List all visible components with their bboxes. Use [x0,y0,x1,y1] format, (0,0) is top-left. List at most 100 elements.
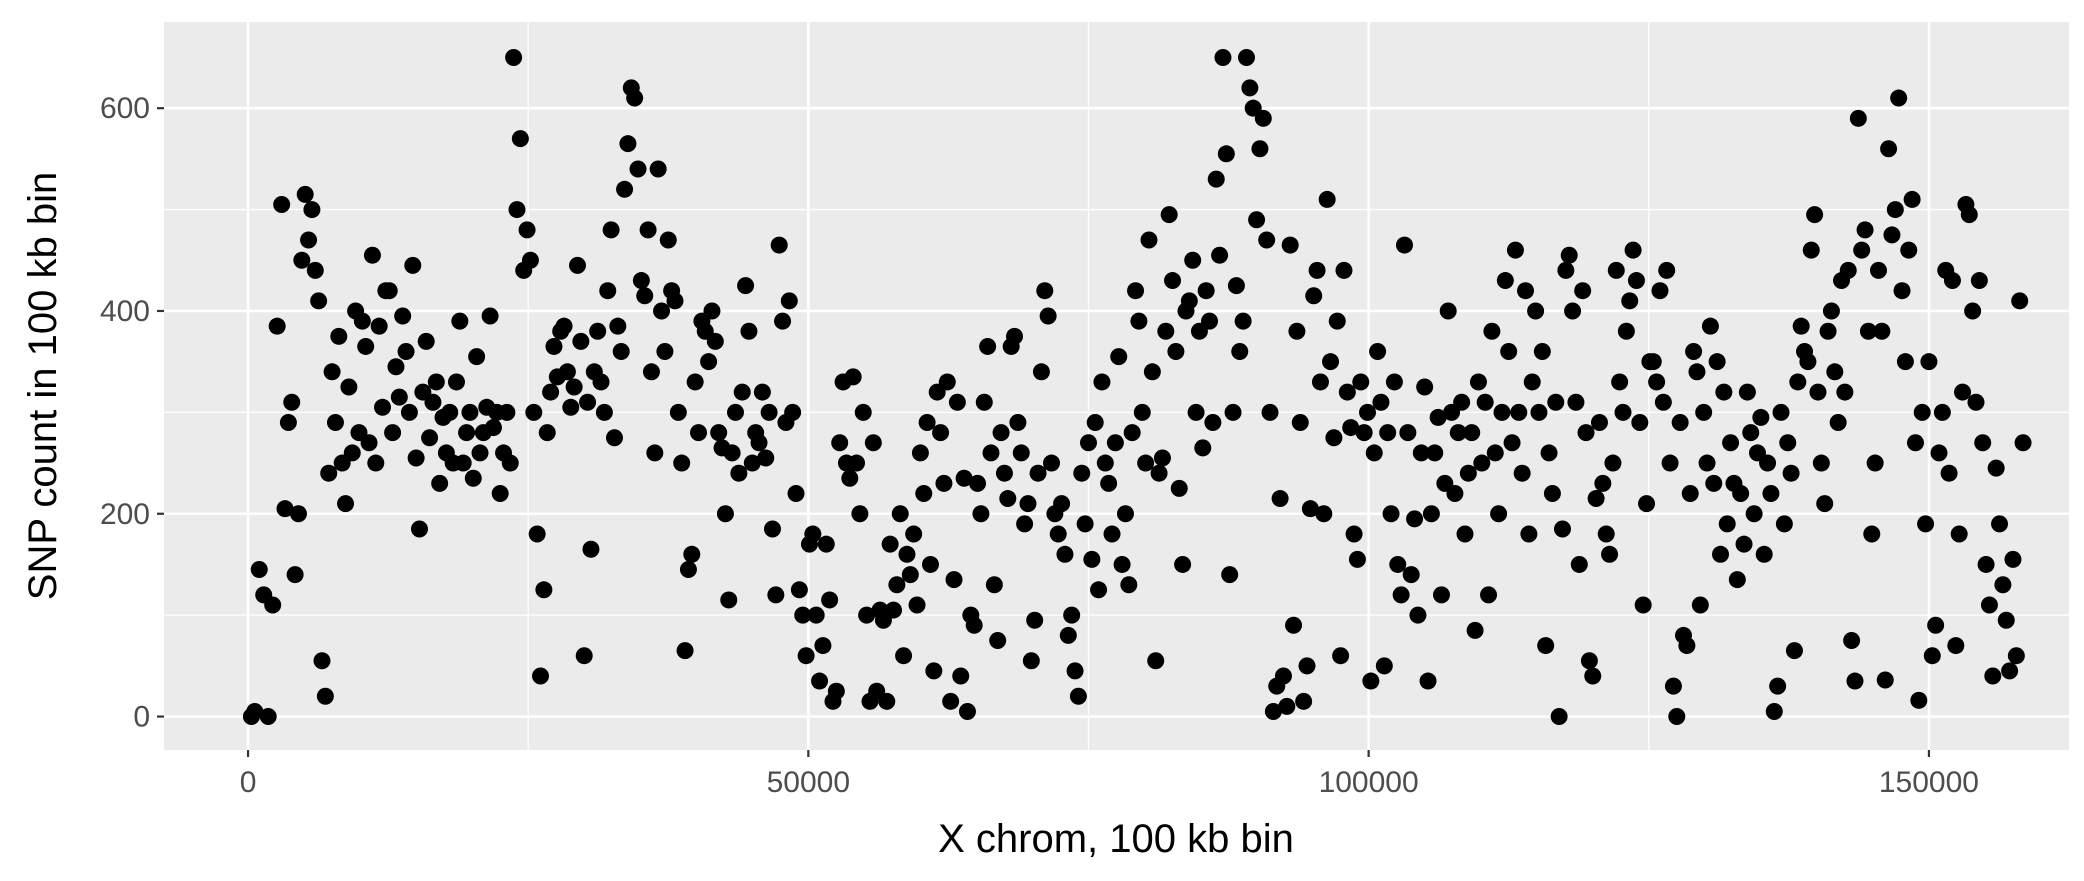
data-point [1214,48,1232,66]
data-point [1315,505,1333,523]
data-point [1644,353,1662,371]
data-point [649,160,667,178]
data-point [1775,515,1793,533]
data-point [1096,454,1114,472]
data-point [1668,708,1686,726]
data-point [1570,555,1588,573]
minor-gridlines [164,22,2069,750]
data-point [491,484,509,502]
data-point [1802,241,1820,259]
data-point [1184,251,1202,269]
data-point [1980,596,1998,614]
data-point [1728,571,1746,589]
data-point [431,474,449,492]
data-point [380,282,398,300]
data-point [1335,261,1353,279]
data-point [1984,667,2002,685]
data-point [646,444,664,462]
data-point [1701,317,1719,335]
data-point [908,596,926,614]
data-point [1150,464,1168,482]
data-point [1960,206,1978,224]
data-point [1264,702,1282,720]
data-point [246,702,264,720]
data-point [1537,637,1555,655]
data-point [397,343,415,361]
data-point [1164,272,1182,290]
data-point [885,601,903,619]
data-point [340,378,358,396]
data-point [1029,464,1047,482]
data-point [1617,322,1635,340]
data-point [1432,586,1450,604]
data-point [1395,236,1413,254]
data-point [955,469,973,487]
data-point [1318,190,1336,208]
data-point [827,682,845,700]
data-point [367,454,385,472]
data-point [1950,525,1968,543]
data-point [471,444,489,462]
data-point [1661,454,1679,472]
data-point [942,692,960,710]
data-point [864,434,882,452]
data-point [538,424,556,442]
data-point [1221,566,1239,584]
data-point [814,637,832,655]
data-point [1997,611,2015,629]
data-point [259,708,277,726]
data-point [1695,403,1713,421]
data-point [562,398,580,416]
data-point [1473,454,1491,472]
data-point [932,424,950,442]
data-point [1604,454,1622,472]
x-axis-ticks: 0 50000 100000 150000 [240,750,1979,799]
data-point [710,424,728,442]
data-point [390,388,408,406]
data-point [1638,495,1656,513]
data-point [1224,403,1242,421]
data-point [1453,393,1471,411]
data-point [1607,261,1625,279]
data-point [958,702,976,720]
data-point [935,474,953,492]
data-point [1234,312,1252,330]
data-point [1016,515,1034,533]
data-point [400,403,418,421]
data-point [1402,566,1420,584]
data-point [1090,581,1108,599]
data-point [582,540,600,558]
data-point [1809,383,1827,401]
data-point [1342,419,1360,437]
data-point [1567,393,1585,411]
data-point [1157,322,1175,340]
data-point [1056,545,1074,563]
y-tick-label: 0 [133,701,150,734]
data-point [1076,515,1094,533]
data-point [1634,596,1652,614]
data-point [727,403,744,421]
data-point [1311,373,1329,391]
data-point [410,520,428,538]
data-point [891,505,909,523]
data-point [1715,383,1733,401]
data-point [1359,403,1377,421]
data-point [1399,424,1417,442]
data-point [568,256,586,274]
data-point [268,317,286,335]
data-point [1681,484,1699,502]
data-point [602,221,620,239]
data-point [1506,241,1524,259]
data-point [1116,505,1134,523]
data-point [740,322,758,340]
data-point [1769,677,1787,695]
data-point [1651,282,1669,300]
x-tick-label: 0 [240,766,257,799]
data-point [1022,652,1040,670]
data-point [326,414,344,432]
data-point [945,571,963,589]
data-point [1540,444,1558,462]
data-point [1765,702,1783,720]
data-point [2007,647,2025,665]
